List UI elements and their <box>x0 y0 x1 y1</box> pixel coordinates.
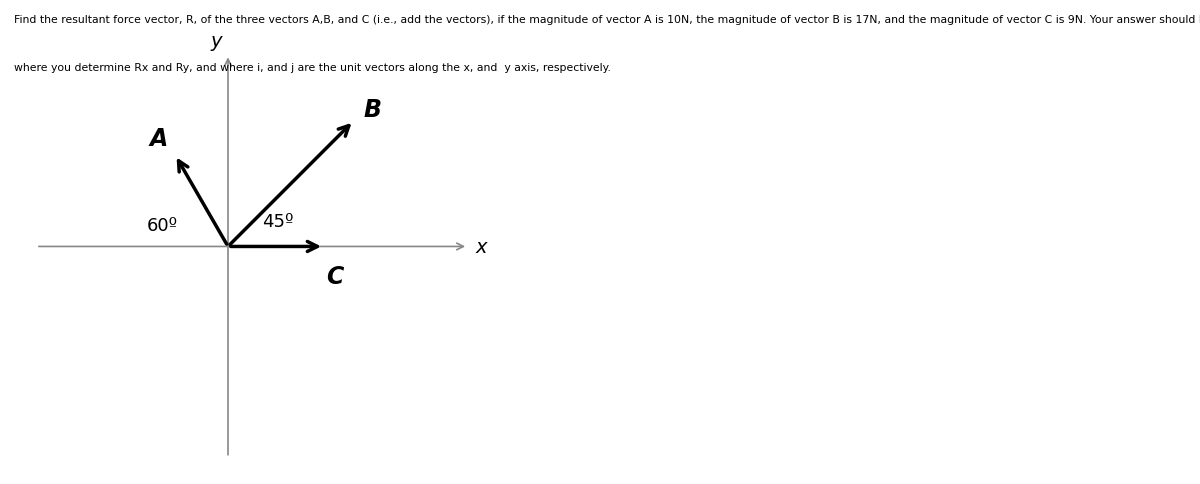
Text: C: C <box>326 264 343 288</box>
Text: 45º: 45º <box>262 213 294 231</box>
Text: y: y <box>211 31 222 50</box>
Text: 60º: 60º <box>148 217 179 235</box>
Text: A: A <box>149 127 168 151</box>
Text: where you determine Rx and Ry, and where i, and j are the unit vectors along the: where you determine Rx and Ry, and where… <box>14 63 611 73</box>
Text: Find the resultant force vector, R, of the three vectors A,B, and C (i.e., add t: Find the resultant force vector, R, of t… <box>14 15 1200 25</box>
Text: x: x <box>475 238 487 257</box>
Text: B: B <box>364 98 382 121</box>
